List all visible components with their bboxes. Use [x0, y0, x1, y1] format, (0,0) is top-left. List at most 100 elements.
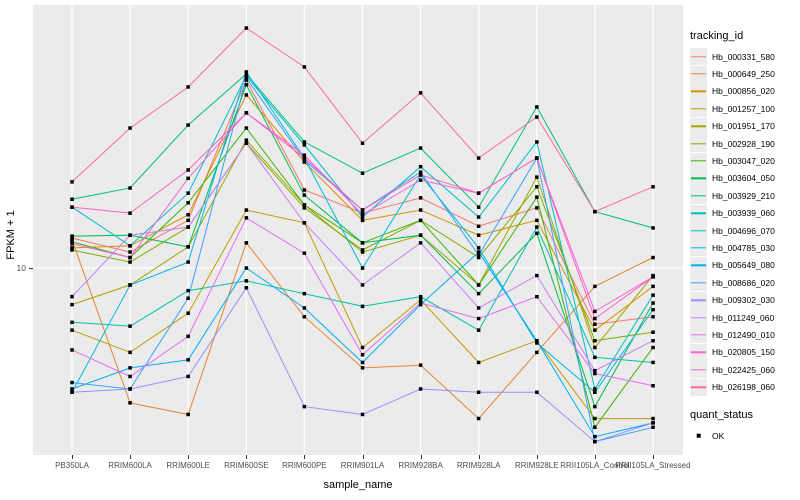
data-point-marker [128, 387, 132, 391]
legend-entry-label: Hb_003929_210 [712, 190, 775, 201]
data-point-marker [593, 371, 597, 376]
legend-entry-label: Hb_000856_020 [712, 86, 775, 97]
legend-entry-label: Hb_003047_020 [712, 156, 775, 167]
legend-entry: Hb_000331_580 [690, 48, 798, 66]
x-tick-label: PB350LA [55, 461, 89, 470]
data-point-marker [476, 316, 481, 321]
data-point-marker [651, 384, 655, 388]
data-point-marker [186, 245, 190, 249]
data-point-marker [593, 416, 597, 421]
legend-entry-label: Hb_001257_100 [712, 103, 775, 114]
legend-key-swatch [690, 361, 707, 379]
x-tick-label: RRIM901LA [340, 461, 385, 470]
x-tick-mark [72, 455, 73, 459]
data-point-marker [70, 180, 74, 184]
legend-entry-label: Hb_020805_150 [712, 347, 775, 358]
data-point-marker [535, 115, 539, 119]
data-point-marker [128, 260, 132, 264]
data-point-marker [593, 390, 597, 394]
x-tick-mark [246, 455, 248, 459]
data-point-marker [418, 173, 423, 177]
data-point-marker [476, 416, 481, 421]
legend-entry: Hb_011249_060 [690, 309, 798, 327]
data-point-marker [244, 26, 249, 30]
legend-line-icon [691, 73, 706, 75]
data-point-marker [70, 348, 74, 352]
data-point-marker [302, 143, 307, 147]
data-point-marker [186, 374, 190, 379]
data-point-marker [593, 316, 597, 321]
legend-entry: Hb_001951_170 [690, 117, 798, 135]
legend-line-icon [691, 90, 706, 93]
data-point-marker [535, 273, 539, 278]
x-tick-mark [594, 455, 596, 459]
data-point-marker [535, 185, 539, 189]
x-tick-mark [130, 455, 132, 459]
data-point-marker [244, 72, 249, 76]
data-point-marker [593, 387, 597, 391]
data-point-marker [651, 416, 655, 421]
data-point-marker [302, 306, 307, 310]
data-point-marker [360, 141, 365, 145]
data-point-marker [302, 140, 307, 144]
data-point-marker [128, 366, 132, 370]
data-point-marker [476, 390, 481, 394]
legend-key-swatch [690, 378, 707, 396]
data-point-marker [302, 158, 307, 162]
data-point-marker [476, 156, 481, 160]
data-point-marker [244, 126, 249, 130]
data-point-marker [651, 275, 655, 279]
data-point-marker [418, 233, 423, 237]
data-point-marker [593, 209, 597, 214]
legend-line-icon [691, 229, 706, 232]
data-point-marker [593, 439, 597, 444]
data-point-marker [360, 353, 365, 357]
legend-key-swatch [690, 256, 707, 274]
legend-entry-label: Hb_000649_250 [712, 69, 775, 80]
data-point-marker [535, 156, 539, 160]
legend-entry: Hb_003929_210 [690, 187, 798, 205]
x-tick-label: RRIM600SE [224, 461, 269, 470]
x-tick-mark [362, 455, 364, 459]
legend-entry-quant: OK [690, 427, 798, 444]
legend-line-icon [691, 369, 706, 371]
data-point-marker [418, 241, 423, 245]
data-point-marker [302, 315, 307, 319]
legend-key-swatch [690, 274, 707, 292]
plot-panel [33, 5, 683, 455]
legend-entry: Hb_005649_080 [690, 256, 798, 274]
x-axis-title: sample_name [323, 479, 393, 491]
data-point-marker [476, 283, 481, 287]
data-point-marker [70, 380, 74, 385]
data-point-marker [418, 298, 423, 302]
legend: tracking_id Hb_000331_580 Hb_000649_250 Hb… [690, 30, 798, 444]
legend-entry: Hb_003604_050 [690, 169, 798, 187]
data-point-marker [476, 306, 481, 310]
data-point-marker [302, 404, 307, 409]
data-point-marker [360, 366, 365, 370]
legend-entry: Hb_008686_020 [690, 274, 798, 292]
data-point-marker [186, 213, 190, 217]
data-point-marker [360, 218, 365, 223]
data-point-marker [244, 141, 249, 145]
legend-entry: Hb_004696_070 [690, 222, 798, 240]
data-point-marker [360, 304, 365, 309]
legend-key-swatch [690, 65, 707, 83]
data-point-marker [186, 225, 190, 229]
legend-entry-label: Hb_000331_580 [712, 51, 775, 62]
legend-entry-label: Hb_004785_030 [712, 242, 775, 253]
legend-line-icon [691, 247, 706, 249]
data-point-marker [244, 111, 249, 115]
data-point-marker [244, 138, 249, 142]
data-point-marker [418, 294, 423, 299]
data-point-marker [535, 294, 539, 299]
legend-line-icon [691, 282, 706, 284]
legend-key-swatch [690, 82, 707, 100]
data-point-marker [360, 412, 365, 417]
legend-entry: Hb_012490_010 [690, 326, 798, 344]
x-tick-mark [653, 455, 654, 459]
data-point-marker [128, 186, 132, 190]
legend-line-icon [691, 55, 706, 58]
data-point-marker [476, 205, 481, 209]
data-point-marker [476, 328, 481, 332]
